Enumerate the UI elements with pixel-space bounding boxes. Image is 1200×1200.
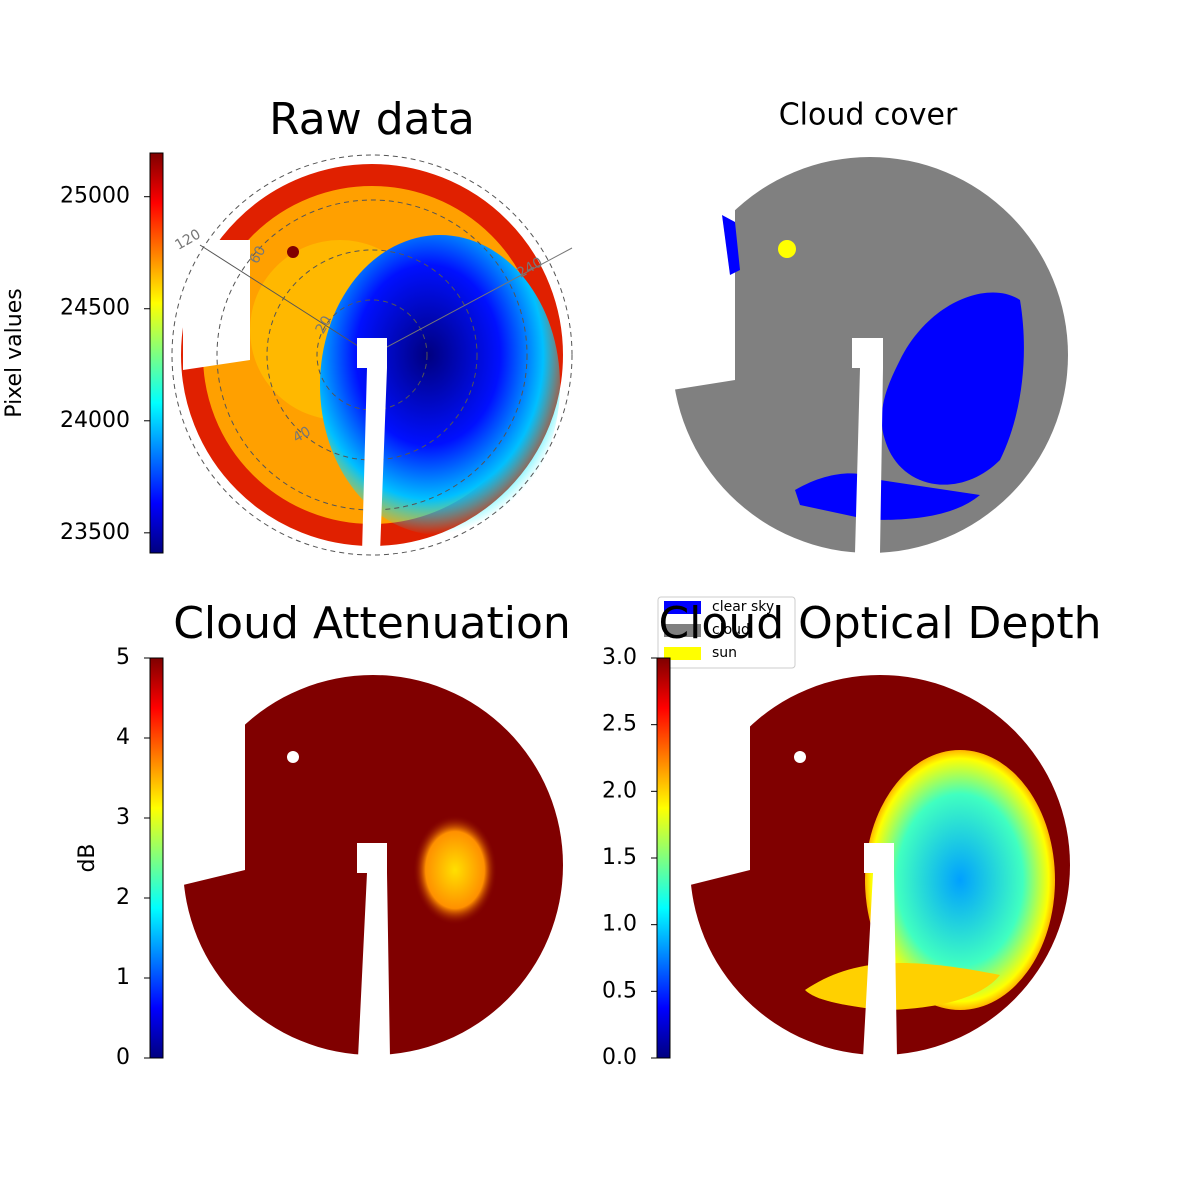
polar-grid-label: 20: [313, 313, 336, 336]
raw-image: [171, 154, 573, 556]
legend-swatch: [664, 601, 701, 614]
colorbar-tick-label: 1.0: [602, 912, 637, 937]
colorbar-tick-label: 0.0: [602, 1045, 637, 1070]
colorbar: [149, 152, 164, 554]
legend-label: sun: [712, 645, 737, 661]
colorbar-label: Pixel values: [2, 288, 27, 417]
polar-grid-label: 60: [247, 243, 270, 266]
colorbar-tick-label: 4: [116, 725, 130, 750]
colorbar-tick-label: 3: [116, 805, 130, 830]
colorbar-tick-label: 0.5: [602, 978, 637, 1003]
colorbar-tick-label: 5: [116, 645, 130, 670]
colorbar-tick-label: 2.5: [602, 712, 637, 737]
colorbar-tick-label: 1: [116, 965, 130, 990]
panel-title: Cloud Attenuation: [173, 598, 571, 649]
panel-title: Raw data: [269, 94, 475, 145]
cloud-cover-image: [672, 157, 1068, 553]
panel-title: Cloud Optical Depth: [658, 598, 1101, 649]
colorbar-tick-label: 25000: [60, 184, 130, 209]
attenuation-image: [183, 675, 563, 1058]
legend-label: clear sky: [712, 599, 774, 615]
colorbar-tick-label: 2.0: [602, 778, 637, 803]
colorbar-tick-label: 3.0: [602, 645, 637, 670]
colorbar-tick-label: 23500: [60, 520, 130, 545]
colorbar-tick-label: 0: [116, 1045, 130, 1070]
legend-swatch: [664, 624, 701, 637]
colorbar: [656, 657, 671, 1059]
colorbar: [149, 657, 164, 1059]
legend-label: cloud: [712, 622, 750, 638]
legend-swatch: [664, 647, 701, 660]
polar-grid-label: 40: [290, 424, 313, 447]
optical-depth-image: [690, 675, 1070, 1058]
colorbar-tick-label: 2: [116, 885, 130, 910]
panel-title: Cloud cover: [779, 98, 958, 133]
colorbar-tick-label: 24000: [60, 408, 130, 433]
colorbar-tick-label: 1.5: [602, 845, 637, 870]
colorbar-label: dB: [75, 843, 100, 872]
colorbar-tick-label: 24500: [60, 296, 130, 321]
